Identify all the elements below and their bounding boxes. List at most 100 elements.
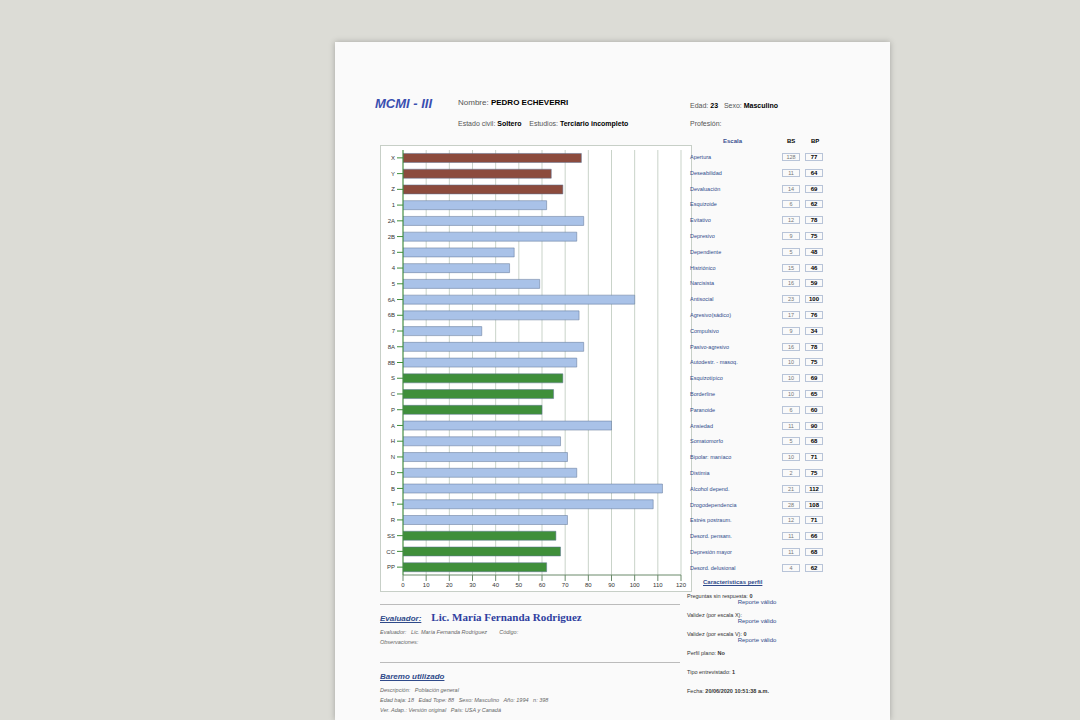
html-text:Evitativo: Evitativo — [690, 217, 711, 224]
html-text:Nombre: PEDRO ECHEVERRI: Nombre: PEDRO ECHEVERRI — [458, 98, 569, 107]
html-text:Deseabilidad: Deseabilidad — [690, 169, 722, 176]
svg-text:A: A — [391, 423, 395, 429]
svg-text:2A: 2A — [388, 218, 395, 224]
svg-text:N: N — [391, 454, 395, 460]
html-text:Histriónico: Histriónico — [690, 264, 716, 271]
svg-text:S: S — [391, 375, 395, 381]
svg-text:Y: Y — [391, 171, 395, 177]
html-text:34: 34 — [810, 327, 818, 334]
html-text:15: 15 — [787, 264, 795, 271]
html-text:Ansiedad: Ansiedad — [690, 422, 713, 429]
html-text:Lic. María Fernanda Rodriguez: Lic. María Fernanda Rodriguez — [431, 611, 582, 623]
html-text:10: 10 — [787, 454, 795, 461]
html-text:Paranoide: Paranoide — [690, 406, 716, 413]
html-text:Devaluación: Devaluación — [690, 185, 721, 192]
svg-text:H: H — [391, 438, 395, 444]
svg-text:6B: 6B — [388, 312, 395, 318]
svg-text:110: 110 — [653, 582, 663, 588]
svg-text:30: 30 — [469, 582, 476, 588]
html-text:Pasivo-agresivo: Pasivo-agresivo — [690, 343, 730, 350]
svg-text:7: 7 — [392, 328, 396, 334]
svg-text:D: D — [391, 470, 396, 476]
html-text:Esquizotípico: Esquizotípico — [690, 375, 723, 382]
html-text:71: 71 — [810, 454, 818, 461]
html-text:108: 108 — [809, 501, 819, 508]
html-text:23: 23 — [787, 296, 795, 303]
html-text:Edad: 23: Edad: 23 — [690, 102, 718, 109]
html-text:12: 12 — [787, 517, 795, 524]
svg-text:0: 0 — [401, 582, 405, 588]
html-text:69: 69 — [810, 185, 818, 192]
svg-text:P: P — [391, 407, 395, 413]
svg-text:20: 20 — [446, 582, 453, 588]
html-text:12: 12 — [787, 217, 795, 224]
html-text:Autodestr. - masoq.: Autodestr. - masoq. — [690, 359, 738, 366]
svg-text:Z: Z — [391, 186, 395, 192]
html-text:Dependiente: Dependiente — [690, 248, 722, 255]
html-text:21: 21 — [787, 485, 795, 492]
html-text:10: 10 — [787, 375, 795, 382]
svg-text:90: 90 — [608, 582, 615, 588]
svg-text:50: 50 — [515, 582, 522, 588]
svg-text:5: 5 — [392, 281, 396, 287]
html-text:48: 48 — [810, 248, 818, 255]
html-text:Alcohol depend.: Alcohol depend. — [690, 485, 730, 492]
svg-text:2B: 2B — [388, 234, 395, 240]
svg-text:PP: PP — [387, 564, 395, 570]
svg-text:3: 3 — [392, 249, 396, 255]
html-text:Profesión:: Profesión: — [690, 120, 722, 127]
html-text:Sexo: Masculino: Sexo: Masculino — [723, 102, 778, 109]
html-text:62: 62 — [810, 201, 818, 208]
html-text:Estudios: Terciario incompleto: Estudios: Terciario incompleto — [529, 120, 629, 127]
html-text:Estrés postraum.: Estrés postraum. — [690, 517, 732, 524]
svg-text:8B: 8B — [388, 360, 395, 366]
svg-text:CC: CC — [386, 549, 395, 555]
html-text:69: 69 — [810, 375, 818, 382]
svg-text:SS: SS — [387, 533, 395, 539]
html-text:Somatomorfo: Somatomorfo — [690, 438, 723, 445]
html-text:78: 78 — [810, 217, 818, 224]
html-text:16: 16 — [787, 280, 795, 287]
html-text:14: 14 — [787, 185, 795, 192]
svg-text:1: 1 — [392, 202, 396, 208]
html-text:16: 16 — [787, 343, 795, 350]
svg-text:4: 4 — [392, 265, 396, 271]
html-text:Narcisista: Narcisista — [690, 280, 715, 287]
html-text:60: 60 — [810, 406, 818, 413]
html-text:Esquizoide: Esquizoide — [690, 201, 717, 208]
svg-text:T: T — [391, 501, 395, 507]
svg-text:X: X — [391, 155, 395, 161]
html-text:71: 71 — [810, 517, 818, 524]
svg-text:80: 80 — [585, 582, 592, 588]
svg-text:C: C — [391, 391, 396, 397]
html-text:Evaluador:: Evaluador: — [380, 614, 422, 623]
html-text:64: 64 — [810, 169, 818, 176]
svg-text:B: B — [391, 486, 395, 492]
svg-text:6A: 6A — [388, 297, 395, 303]
html-text:78: 78 — [810, 343, 818, 350]
svg-text:70: 70 — [562, 582, 569, 588]
svg-text:10: 10 — [423, 582, 430, 588]
html-text:59: 59 — [810, 280, 818, 287]
svg-text:120: 120 — [676, 582, 687, 588]
html-text:Estado civil: Soltero: Estado civil: Soltero — [458, 120, 522, 127]
svg-text:40: 40 — [492, 582, 499, 588]
svg-text:R: R — [391, 517, 396, 523]
html-text:75: 75 — [810, 359, 818, 366]
svg-text:100: 100 — [630, 582, 641, 588]
html-text:68: 68 — [810, 438, 818, 445]
html-text:46: 46 — [810, 264, 818, 271]
html-text:28: 28 — [787, 501, 795, 508]
html-text:MCMI - III: MCMI - III — [375, 96, 432, 111]
html-text:100: 100 — [809, 296, 819, 303]
html-text:Antisocial: Antisocial — [690, 296, 714, 303]
html-text:Compulsivo: Compulsivo — [690, 327, 719, 334]
html-text:10: 10 — [787, 359, 795, 366]
html-text:Baremo utilizado: Baremo utilizado — [380, 672, 445, 681]
svg-text:8A: 8A — [388, 344, 395, 350]
html-text:Bipolar: maníaco: Bipolar: maníaco — [690, 454, 732, 461]
html-text:112: 112 — [809, 485, 819, 492]
html-text:90: 90 — [810, 422, 818, 429]
svg-text:60: 60 — [539, 582, 546, 588]
html-text:Drogodependencia: Drogodependencia — [690, 501, 737, 508]
